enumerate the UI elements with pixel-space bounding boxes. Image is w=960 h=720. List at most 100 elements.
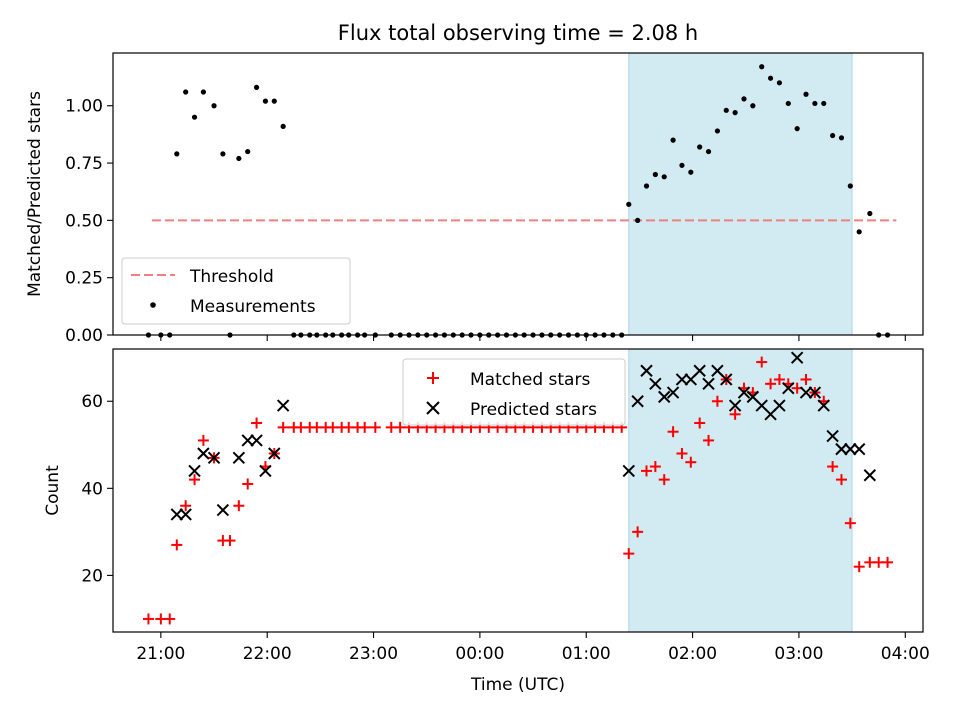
- measurement-point: [688, 169, 694, 175]
- matched-legend-marker: [427, 372, 439, 384]
- count-panel: 20 40 60 21:00 22:00 23:00 00:00 01:00 02:00 03:…: [43, 348, 930, 695]
- measurement-point: [626, 201, 632, 207]
- matched-star-point: [773, 373, 785, 385]
- predicted-star-point: [817, 399, 830, 412]
- x-axis-label: Time (UTC): [470, 675, 565, 695]
- count-y-tick-label: 40: [81, 479, 103, 499]
- predicted-star-point: [826, 429, 839, 443]
- measurement-point: [767, 75, 774, 81]
- predicted-star-point: [693, 364, 706, 377]
- matched-star-point: [359, 421, 371, 433]
- measurement-point: [211, 103, 217, 109]
- measurement-point: [661, 174, 667, 180]
- predicted-star-point: [622, 464, 635, 478]
- predicted-star-point: [268, 447, 281, 460]
- measurement-point: [812, 100, 818, 107]
- matched-star-point: [277, 421, 289, 433]
- predicted-star-point: [658, 390, 671, 404]
- matched-star-point: [756, 356, 768, 368]
- matched-star-point: [658, 474, 670, 486]
- count-axes-frame: [112, 348, 924, 633]
- ratio-legend-box: [121, 257, 351, 325]
- measurement-point: [803, 91, 809, 97]
- x-tick-label: 22:00: [243, 644, 292, 664]
- x-tick-label: 21:00: [136, 644, 185, 664]
- matched-star-point: [142, 613, 154, 625]
- predicted-star-point: [844, 442, 857, 456]
- predicted-legend-marker: [426, 401, 440, 415]
- predicted-star-point: [728, 399, 742, 412]
- ratio-y-tick-label: 0.75: [65, 154, 103, 174]
- measurement-point: [679, 162, 685, 168]
- measurement-point: [174, 151, 180, 157]
- measurement-point: [723, 107, 729, 113]
- matched-legend-label: Matched stars: [470, 370, 590, 390]
- x-tick-label: 23:00: [349, 644, 398, 664]
- predicted-star-point: [170, 508, 184, 521]
- matched-star-point: [853, 561, 865, 573]
- measurement-point: [732, 110, 738, 116]
- matched-star-point: [189, 474, 201, 486]
- matched-star-point: [685, 456, 697, 468]
- matched-star-point: [171, 539, 183, 551]
- predicted-star-point: [799, 386, 813, 399]
- matched-star-point: [711, 395, 723, 407]
- predicted-star-point: [179, 508, 192, 521]
- count-y-tick-label: 20: [81, 566, 103, 586]
- measurement-point: [867, 210, 873, 217]
- x-tick-label: 03:00: [774, 644, 823, 664]
- measurement-point: [714, 128, 720, 134]
- chart-title: Flux total observing time = 2.08 h: [338, 21, 698, 45]
- matched-star-point: [242, 478, 254, 490]
- measurement-point: [830, 132, 836, 139]
- measurement-point: [776, 80, 783, 86]
- predicted-star-point: [808, 386, 822, 399]
- matched-star-point: [729, 408, 741, 420]
- measurement-point: [271, 98, 277, 104]
- ratio-y-tick-label: 0.25: [65, 269, 103, 289]
- predicted-star-point: [241, 434, 254, 447]
- measurement-point: [794, 126, 800, 132]
- matched-star-point: [251, 417, 263, 429]
- ratio-panel: 0.00 0.25 0.50 0.75 1.00 Matched/Predicted s…: [25, 52, 924, 346]
- threshold-legend-label: Threshold: [189, 267, 274, 287]
- ratio-y-tick-label: 0.00: [65, 326, 103, 346]
- predicted-stars-points: [170, 351, 877, 521]
- matched-star-point: [827, 461, 839, 473]
- predicted-star-point: [259, 464, 272, 478]
- count-y-axis-label: Count: [43, 465, 63, 516]
- predicted-star-point: [649, 377, 662, 391]
- predicted-star-point: [197, 447, 210, 460]
- count-y-axis-ticks: 20 40 60: [81, 392, 113, 586]
- measurement-point: [759, 64, 765, 70]
- matched-star-point: [197, 434, 209, 446]
- measurement-point: [183, 89, 189, 95]
- matched-star-point: [800, 373, 812, 385]
- matched-star-point: [649, 461, 661, 473]
- count-shaded-interval: [628, 348, 853, 633]
- matched-legend-swatch: [427, 372, 439, 384]
- predicted-star-point: [640, 364, 653, 377]
- predicted-star-point: [720, 373, 733, 386]
- ratio-y-axis-ticks: 0.00 0.25 0.50 0.75 1.00: [65, 97, 113, 346]
- matched-star-point: [667, 426, 679, 438]
- ratio-shaded-interval: [628, 52, 853, 336]
- matched-star-point: [703, 434, 715, 446]
- measurement-point: [191, 114, 198, 120]
- measurement-point: [236, 155, 242, 162]
- predicted-legend-swatch: [426, 401, 440, 415]
- matched-star-point: [164, 613, 176, 625]
- predicted-star-point: [702, 377, 715, 391]
- matched-star-point: [765, 378, 777, 390]
- measurement-point: [280, 123, 286, 129]
- measurements-legend-swatch: [150, 302, 156, 308]
- predicted-star-point: [188, 464, 201, 478]
- matched-star-point: [632, 526, 644, 538]
- predicted-star-point: [216, 503, 230, 517]
- measurement-point: [245, 148, 251, 155]
- ratio-y-axis-label: Matched/Predicted stars: [25, 91, 45, 297]
- measurement-point: [847, 183, 853, 189]
- measurement-point: [705, 148, 712, 155]
- count-legend: Matched stars Predicted stars: [402, 358, 626, 426]
